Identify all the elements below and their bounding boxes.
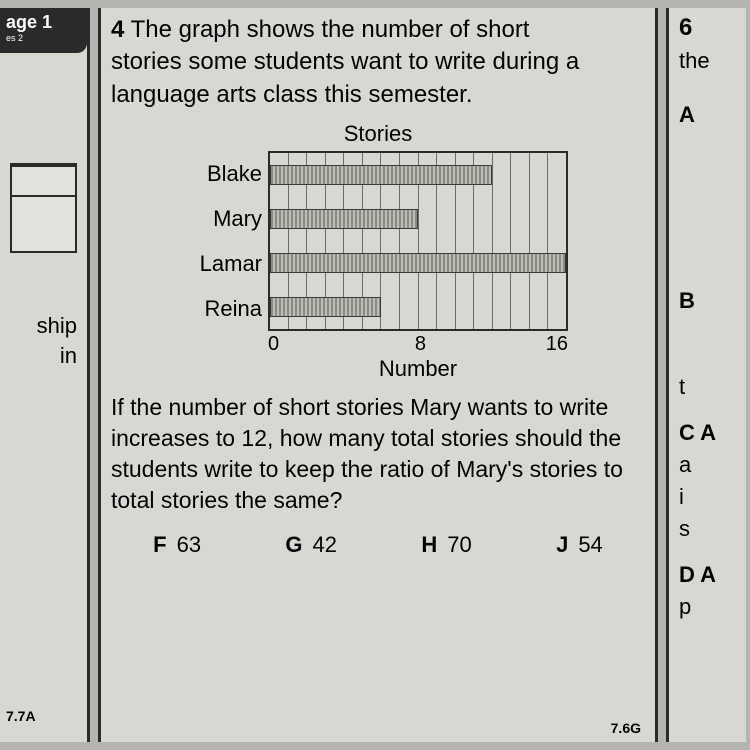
bar-row bbox=[270, 285, 566, 329]
question-stem: 4 The graph shows the number of short st… bbox=[111, 14, 645, 111]
question-line1: The graph shows the number of short bbox=[131, 16, 530, 43]
question-number: 4 bbox=[111, 16, 124, 43]
frag-opt-d: D A bbox=[679, 562, 736, 588]
cutoff-table-fragment bbox=[10, 163, 77, 253]
frag-opt-a: A bbox=[679, 102, 736, 128]
frag-t: t bbox=[679, 374, 736, 400]
bar-lamar bbox=[270, 253, 566, 273]
answer-f[interactable]: F63 bbox=[153, 532, 201, 558]
question-line2: stories some students want to write duri… bbox=[111, 48, 579, 75]
frag-p: p bbox=[679, 594, 736, 620]
bar-row bbox=[270, 153, 566, 197]
bar-reina bbox=[270, 297, 381, 317]
xtick-1: 8 bbox=[415, 333, 426, 356]
bar-row bbox=[270, 197, 566, 241]
ylabel-mary: Mary bbox=[188, 197, 268, 241]
page-tab: age 1 es 2 bbox=[0, 8, 87, 53]
bar-chart: Stories Blake Mary Lamar Reina 0 8 16 Nu… bbox=[188, 121, 568, 382]
right-column-fragment: 6 the A B t C A a i s D A p bbox=[666, 8, 746, 742]
question-followup: If the number of short stories Mary want… bbox=[111, 392, 645, 516]
left-column-fragment: age 1 es 2 ship in 7.7A bbox=[0, 8, 90, 742]
chart-plot-area bbox=[268, 151, 568, 331]
xtick-0: 0 bbox=[268, 333, 279, 356]
frag-the: the bbox=[679, 48, 736, 74]
answer-choices: F63 G42 H70 J54 bbox=[111, 532, 645, 558]
question-panel: 4 The graph shows the number of short st… bbox=[98, 8, 658, 742]
answer-j[interactable]: J54 bbox=[556, 532, 603, 558]
chart-y-labels: Blake Mary Lamar Reina bbox=[188, 151, 268, 331]
next-question-number: 6 bbox=[679, 14, 736, 42]
bar-blake bbox=[270, 165, 492, 185]
cutoff-word-in: in bbox=[10, 343, 77, 369]
xtick-2: 16 bbox=[546, 333, 568, 356]
question-line3: language arts class this semester. bbox=[111, 81, 473, 108]
chart-x-ticks: 0 8 16 bbox=[268, 331, 568, 356]
answer-h[interactable]: H70 bbox=[421, 532, 471, 558]
standard-label-left: 7.7A bbox=[6, 708, 36, 724]
ylabel-reina: Reina bbox=[188, 287, 268, 331]
frag-opt-c: C A bbox=[679, 420, 736, 446]
ylabel-blake: Blake bbox=[188, 152, 268, 196]
answer-g[interactable]: G42 bbox=[285, 532, 337, 558]
frag-s: s bbox=[679, 516, 736, 542]
frag-a: a bbox=[679, 452, 736, 478]
bar-row bbox=[270, 241, 566, 285]
cutoff-word-ship: ship bbox=[10, 313, 77, 339]
chart-title: Stories bbox=[188, 121, 568, 147]
ylabel-lamar: Lamar bbox=[188, 242, 268, 286]
page-tab-sub: es 2 bbox=[6, 33, 81, 43]
bar-mary bbox=[270, 209, 418, 229]
page-tab-label: age 1 bbox=[6, 12, 52, 32]
frag-i: i bbox=[679, 484, 736, 510]
standard-label-main: 7.6G bbox=[611, 720, 641, 736]
chart-x-label: Number bbox=[268, 356, 568, 382]
frag-opt-b: B bbox=[679, 288, 736, 314]
